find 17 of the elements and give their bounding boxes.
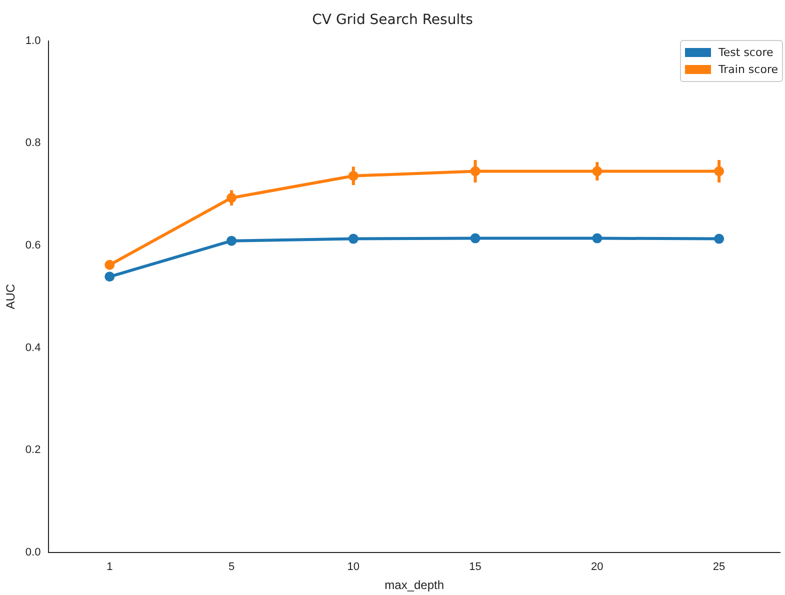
x-tick-label: 10 [347,561,360,574]
chart-title: CV Grid Search Results [312,12,473,28]
legend-label: Test score [718,46,774,59]
x-tick-label: 20 [591,561,604,574]
x-tick-label: 25 [712,561,726,574]
legend-label: Train score [718,63,778,76]
x-tick-label: 1 [106,561,113,574]
y-tick-label: 0.0 [25,546,41,558]
y-tick-label: 0.6 [25,239,41,252]
y-tick-label: 0.8 [25,137,41,150]
y-axis-title: AUC [4,284,18,310]
y-tick-label: 1.0 [25,34,41,47]
y-tick-label: 0.2 [25,444,41,456]
x-axis-title: max_depth [384,578,444,592]
x-tick-label: 5 [228,561,235,574]
x-tick-label: 15 [469,561,482,574]
y-tick-label: 0.4 [25,342,41,354]
